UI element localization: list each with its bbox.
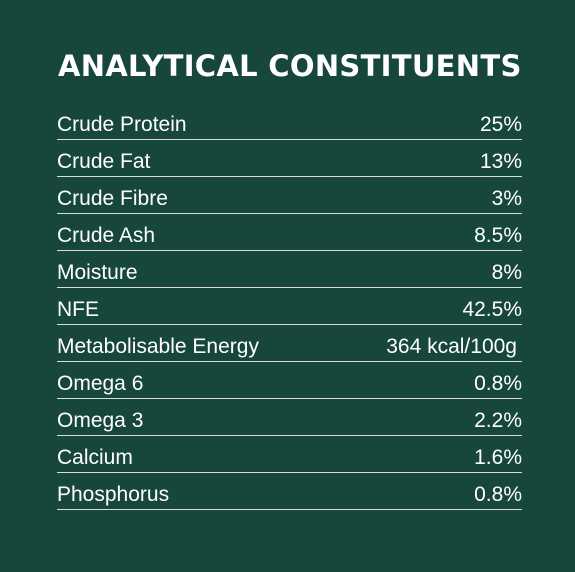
row-value: 1.6% <box>474 445 522 469</box>
row-label: Metabolisable Energy <box>57 334 259 358</box>
table-row: Omega 3 2.2% <box>57 400 522 436</box>
table-row: NFE 42.5% <box>57 289 522 325</box>
row-value: 3% <box>491 186 522 210</box>
row-value: 2.2% <box>474 408 522 432</box>
row-value: 42.5% <box>462 297 522 321</box>
row-value: 8% <box>491 260 522 284</box>
row-value: 0.8% <box>474 371 522 395</box>
row-value: 364 kcal/100g <box>386 334 517 358</box>
row-label: Calcium <box>57 445 133 469</box>
row-value: 8.5% <box>474 223 522 247</box>
table-row: Crude Fibre 3% <box>57 178 522 214</box>
constituents-table: Crude Protein 25% Crude Fat 13% Crude Fi… <box>57 104 522 510</box>
table-row: Omega 6 0.8% <box>57 363 522 399</box>
table-row: Calcium 1.6% <box>57 437 522 473</box>
table-row: Phosphorus 0.8% <box>57 474 522 510</box>
row-label: Phosphorus <box>57 482 170 506</box>
table-row: Crude Protein 25% <box>57 104 522 140</box>
row-label: Moisture <box>57 260 138 284</box>
row-value: 25% <box>479 112 522 136</box>
row-label: NFE <box>57 297 99 321</box>
row-label: Omega 3 <box>57 408 144 432</box>
row-label: Crude Fibre <box>57 186 168 210</box>
table-row: Crude Fat 13% <box>57 141 522 177</box>
row-label: Crude Protein <box>57 112 187 136</box>
row-value: 0.8% <box>474 482 522 506</box>
row-label: Crude Fat <box>57 149 151 173</box>
table-row: Moisture 8% <box>57 252 522 288</box>
row-value: 13% <box>479 149 522 173</box>
table-row: Crude Ash 8.5% <box>57 215 522 251</box>
row-label: Crude Ash <box>57 223 156 247</box>
row-label: Omega 6 <box>57 371 144 395</box>
section-title: ANALYTICAL CONSTITUENTS <box>58 49 522 83</box>
table-row: Metabolisable Energy 364 kcal/100g <box>57 326 522 362</box>
